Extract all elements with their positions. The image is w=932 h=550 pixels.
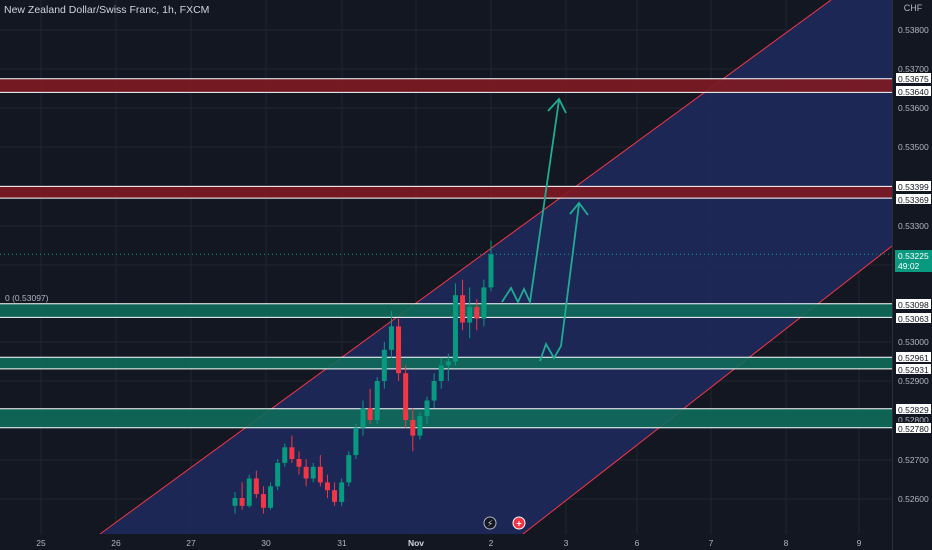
support-zone[interactable] (0, 408, 892, 428)
date-label: 31 (337, 538, 347, 548)
candle-body (353, 427, 359, 456)
price-tick: 0.52800 (898, 415, 929, 425)
candle-body (481, 287, 487, 319)
candle-body (239, 498, 245, 506)
candle-body (282, 447, 288, 463)
date-label: 27 (186, 538, 196, 548)
candles (0, 240, 892, 514)
candle-body (246, 478, 252, 506)
candle-body (488, 254, 494, 288)
level-tag[interactable]: 0.53675 (895, 72, 932, 84)
level-tag[interactable]: 0.52931 (895, 363, 932, 375)
candle-body (374, 381, 380, 420)
time-axis[interactable] (0, 534, 892, 550)
projection-path-lower[interactable] (539, 203, 580, 362)
date-label: 9 (856, 538, 862, 548)
candle-body (253, 478, 259, 495)
candle-body (381, 349, 387, 381)
price-tick: 0.53700 (898, 64, 929, 74)
candle-body (232, 498, 238, 506)
date-label: 7 (708, 538, 714, 548)
price-tick: 0.53500 (898, 142, 929, 152)
candle-body (424, 400, 430, 417)
symbol-title[interactable]: New Zealand Dollar/Swiss Franc, 1h, FXCM (4, 4, 210, 16)
candle-body (452, 295, 458, 362)
current-price: 0.53225 (898, 251, 929, 261)
candle-body (388, 326, 394, 350)
candle-body (396, 326, 402, 374)
level-tag[interactable]: 0.53098 (895, 298, 932, 310)
price-tick: 0.53300 (898, 221, 929, 231)
date-label: 26 (111, 538, 121, 548)
currency-label[interactable]: CHF (903, 3, 923, 13)
date-label: 2 (488, 538, 494, 548)
candle-body (324, 482, 330, 491)
level-tag[interactable]: 0.53399 (895, 180, 932, 192)
candle-body (403, 373, 409, 420)
lightning-icon[interactable]: ⚡ (483, 516, 497, 530)
candle-body (445, 361, 451, 366)
candle-body (417, 416, 423, 436)
price-tick: 0.52700 (898, 455, 929, 465)
level-tag[interactable]: 0.52829 (895, 403, 932, 415)
level-tag[interactable]: 0.52780 (895, 422, 932, 434)
economic-event-icon[interactable]: + (512, 516, 526, 530)
projection-path-upper[interactable] (501, 99, 560, 306)
level-tag[interactable]: 0.53063 (895, 312, 932, 324)
candle-body (438, 365, 444, 381)
channel-lower-line[interactable] (522, 245, 893, 535)
current-price-badge[interactable]: 0.53225 49:02 (895, 250, 932, 272)
level-tag[interactable]: 0.53369 (895, 193, 932, 205)
date-label: 30 (261, 538, 271, 548)
date-label: 6 (634, 538, 640, 548)
candle-body (360, 408, 366, 428)
price-tick: 0.52900 (898, 376, 929, 386)
projection-arrowhead-upper (547, 97, 567, 114)
candle-body (289, 447, 295, 459)
candle-body (467, 306, 473, 323)
price-tick: 0.53600 (898, 103, 929, 113)
candle-body (303, 466, 309, 479)
candle-body (367, 408, 373, 420)
date-label: 3 (563, 538, 569, 548)
candle-body (275, 462, 281, 487)
date-label-month: Nov (407, 538, 425, 548)
candle-body (460, 295, 466, 323)
level-tag[interactable]: 0.52961 (895, 351, 932, 363)
candle-body (431, 381, 437, 401)
date-label: 8 (783, 538, 789, 548)
price-tick: 0.52600 (898, 494, 929, 504)
candle-body (260, 494, 266, 508)
candle-body (332, 490, 338, 502)
candle-body (317, 466, 323, 483)
price-tick: 0.53000 (898, 337, 929, 347)
level-tag[interactable]: 0.53640 (895, 85, 932, 97)
candle-body (346, 455, 352, 483)
bar-countdown: 49:02 (898, 261, 920, 271)
price-tick: 0.53800 (898, 25, 929, 35)
reference-level-label: 0 (0.53097) (5, 293, 49, 303)
support-zone[interactable] (0, 303, 892, 318)
candle-body (310, 466, 316, 479)
resistance-zone[interactable] (0, 78, 892, 93)
candle-body (296, 459, 302, 467)
resistance-zone[interactable] (0, 186, 892, 199)
candle-body (339, 482, 345, 502)
candle-body (268, 486, 274, 508)
candle-body (410, 420, 416, 436)
candle-body (474, 306, 480, 319)
projection-arrowhead-lower (569, 201, 589, 216)
date-label: 25 (36, 538, 46, 548)
